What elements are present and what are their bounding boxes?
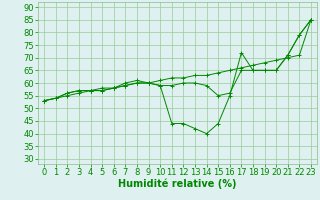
X-axis label: Humidité relative (%): Humidité relative (%): [118, 179, 237, 189]
